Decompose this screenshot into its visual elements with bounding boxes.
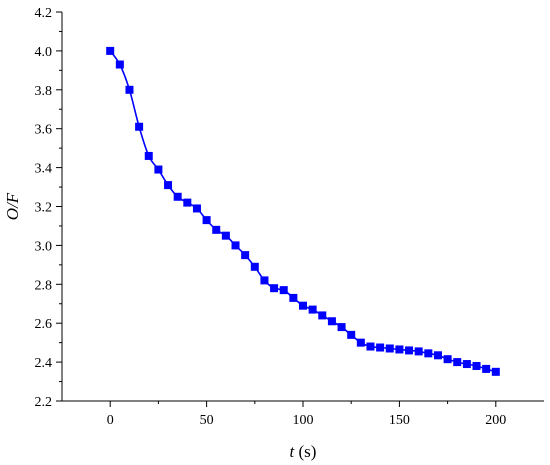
y-tick-label: 2.4	[35, 356, 53, 371]
y-axis-ticks: 2.2 2.4 2.6 2.8 3.0 3.2 3.4 3.6 3.8 4.0 4.2	[35, 6, 62, 410]
data-point-marker	[260, 276, 269, 285]
data-point-marker	[144, 151, 153, 160]
data-point-marker	[462, 360, 471, 369]
x-axis-title-variable: t	[290, 442, 296, 461]
data-point-marker	[482, 364, 491, 373]
data-point-marker	[241, 251, 250, 260]
data-point-marker	[183, 198, 192, 207]
data-point-marker	[453, 358, 462, 367]
y-tick-label: 3.2	[35, 201, 53, 216]
x-tick-label: 100	[293, 413, 314, 428]
data-point-marker	[212, 225, 221, 234]
x-tick-label: 50	[200, 413, 214, 428]
series-line	[109, 50, 497, 373]
data-point-marker	[491, 367, 500, 376]
data-point-marker	[202, 216, 211, 225]
data-point-marker	[125, 85, 134, 94]
x-tick-label: 150	[389, 413, 410, 428]
data-point-marker	[279, 286, 288, 295]
y-tick-label: 2.8	[35, 278, 53, 293]
y-tick-label: 3.4	[35, 162, 53, 177]
data-point-marker	[135, 122, 144, 131]
data-point-marker	[366, 342, 375, 351]
x-tick-label: 200	[485, 413, 506, 428]
data-point-marker	[164, 181, 173, 190]
y-axis-title: O/F	[3, 192, 22, 220]
y-tick-label: 4.0	[35, 45, 53, 60]
y-tick-label: 2.6	[35, 317, 53, 332]
data-point-marker	[414, 347, 423, 356]
data-point-marker	[221, 231, 230, 240]
data-point-marker	[106, 46, 115, 55]
y-tick-label: 3.6	[35, 123, 53, 138]
y-tick-label: 4.2	[35, 6, 53, 21]
data-point-marker	[250, 262, 259, 271]
data-point-marker	[270, 284, 279, 293]
data-point-marker	[337, 323, 346, 332]
data-point-marker	[308, 305, 317, 314]
data-point-marker	[154, 165, 163, 174]
data-point-marker	[231, 241, 240, 250]
data-point-marker	[347, 330, 356, 339]
data-point-marker	[192, 204, 201, 213]
data-point-marker	[385, 344, 394, 353]
x-axis-ticks: 0 50 100 150 200	[107, 401, 506, 428]
data-point-marker	[327, 317, 336, 326]
data-point-marker	[299, 301, 307, 310]
data-point-marker	[395, 345, 404, 354]
data-point-marker	[472, 361, 481, 370]
plot-area: 0 50 100 150 200 2.2 2.4 2.6 2.8 3.0 3.2 3.4 3.6 3.8…	[35, 6, 544, 428]
data-point-marker	[173, 192, 182, 201]
y-tick-label: 2.2	[35, 395, 53, 410]
series-group	[106, 46, 500, 376]
x-axis-title: t (s)	[290, 442, 317, 461]
data-point-marker	[289, 293, 298, 302]
data-point-marker	[318, 311, 327, 320]
data-point-marker	[356, 338, 365, 347]
data-point-marker	[376, 343, 385, 352]
x-tick-label: 0	[107, 413, 114, 428]
data-point-marker	[433, 351, 442, 360]
data-point-marker	[405, 346, 414, 355]
x-axis-title-unit: (s)	[294, 442, 316, 461]
data-point-marker	[424, 349, 433, 358]
data-point-marker	[115, 60, 124, 69]
y-tick-label: 3.0	[35, 239, 53, 254]
data-point-marker	[443, 355, 452, 364]
y-tick-label: 3.8	[35, 84, 53, 99]
